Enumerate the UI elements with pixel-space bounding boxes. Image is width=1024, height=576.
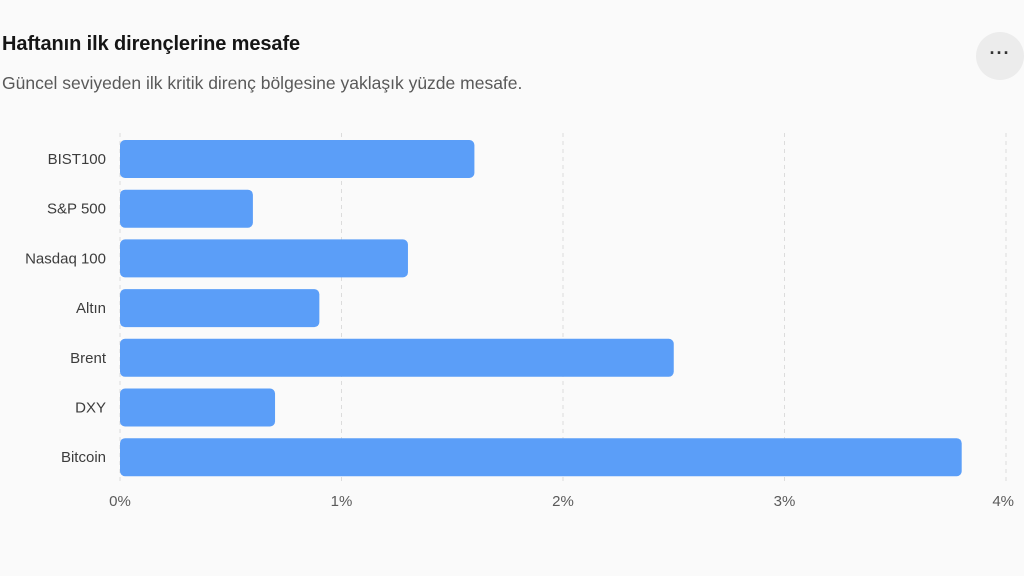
bar-5[interactable] (120, 388, 276, 427)
more-dots-icon: ··· (989, 43, 1011, 63)
more-options-button[interactable]: ··· (976, 32, 1024, 80)
chart-subtitle: Güncel seviyeden ilk kritik direnç bölge… (2, 73, 523, 93)
bar-1[interactable] (120, 189, 253, 228)
x-tick-label-3: 3% (774, 493, 796, 510)
bar-0[interactable] (120, 140, 475, 178)
bar-6[interactable] (120, 438, 962, 477)
bar-4[interactable] (120, 338, 674, 377)
category-label-3: Altın (76, 300, 106, 317)
x-tick-label-0: 0% (109, 493, 131, 510)
category-label-6: Bitcoin (61, 449, 106, 466)
category-label-1: S&P 500 (47, 201, 106, 218)
chart-title: Haftanın ilk dirençlerine mesafe (2, 33, 301, 55)
x-tick-label-4: 4% (992, 493, 1014, 510)
x-tick-label-1: 1% (331, 493, 353, 510)
category-label-4: Brent (70, 350, 107, 367)
bar-2[interactable] (120, 239, 408, 278)
bar-3[interactable] (120, 289, 320, 328)
category-label-5: DXY (75, 400, 106, 417)
x-tick-label-2: 2% (552, 493, 574, 510)
category-label-2: Nasdaq 100 (25, 250, 106, 267)
category-label-0: BIST100 (48, 151, 106, 168)
